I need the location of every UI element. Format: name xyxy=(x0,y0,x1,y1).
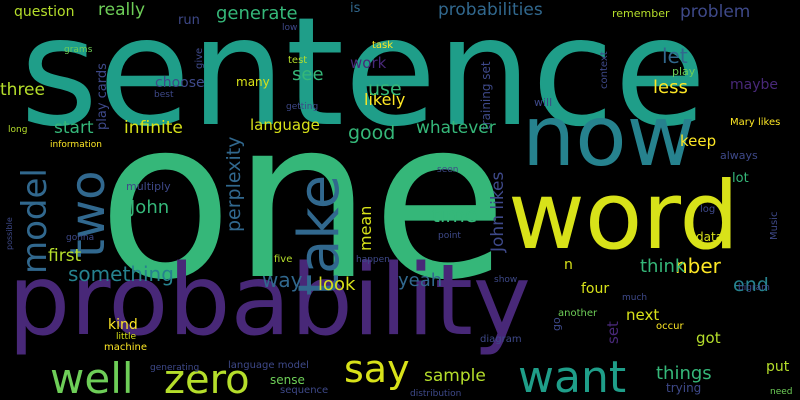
cloud-word: one xyxy=(98,72,508,328)
cloud-word: always xyxy=(720,149,758,162)
cloud-word: five xyxy=(274,254,293,265)
cloud-word: n xyxy=(564,257,573,273)
cloud-word: work xyxy=(350,54,387,72)
cloud-word: multiply xyxy=(126,180,171,193)
cloud-word: start xyxy=(54,118,94,138)
cloud-word: nber xyxy=(675,254,721,278)
cloud-word: let xyxy=(662,44,688,68)
cloud-word: maybe xyxy=(730,77,779,93)
cloud-word: getting xyxy=(286,102,319,112)
cloud-word: something xyxy=(68,262,174,286)
cloud-word: yeah xyxy=(398,270,443,291)
cloud-word: see xyxy=(292,64,324,85)
cloud-word: question xyxy=(14,4,75,20)
cloud-word: will xyxy=(534,96,553,109)
cloud-word: log xyxy=(700,204,716,215)
cloud-word: John likes xyxy=(488,171,508,252)
cloud-word: lot xyxy=(732,171,749,186)
cloud-word: sequence xyxy=(280,385,329,396)
cloud-word: bigram xyxy=(738,283,770,293)
cloud-word: grams xyxy=(64,45,93,55)
cloud-word: good xyxy=(348,122,396,144)
cloud-word: trying xyxy=(666,381,702,395)
cloud-word: well xyxy=(50,354,134,400)
cloud-word: keep xyxy=(680,132,717,150)
cloud-word: kind xyxy=(108,317,138,333)
cloud-word: long xyxy=(8,125,28,135)
cloud-word: occur xyxy=(656,321,684,332)
cloud-word: model xyxy=(15,168,55,274)
cloud-word: time xyxy=(432,203,478,227)
cloud-word: generating xyxy=(150,363,200,373)
cloud-word: next xyxy=(626,306,660,324)
cloud-word: problem xyxy=(680,2,751,22)
cloud-word: machine xyxy=(104,342,147,353)
cloud-word: happen xyxy=(356,255,390,265)
cloud-word: run xyxy=(178,13,200,28)
cloud-word: diagram xyxy=(480,334,522,345)
cloud-word: now xyxy=(522,87,696,185)
cloud-word: test xyxy=(288,55,308,66)
cloud-word: much xyxy=(622,293,648,303)
cloud-word: distribution xyxy=(410,389,462,399)
cloud-word: many xyxy=(236,75,270,89)
cloud-word: information xyxy=(50,140,102,150)
cloud-word: way xyxy=(262,268,303,292)
cloud-word: four xyxy=(581,281,610,297)
cloud-word: possible xyxy=(5,217,14,251)
cloud-word: gonna xyxy=(66,233,95,243)
cloud-word: show xyxy=(494,275,518,285)
cloud-word: sentence xyxy=(20,0,707,160)
cloud-word: first xyxy=(48,246,82,266)
cloud-word: whatever xyxy=(416,118,496,138)
cloud-word: say xyxy=(344,347,410,391)
cloud-word: need xyxy=(770,387,793,397)
cloud-word: language xyxy=(250,116,320,134)
cloud-word: things xyxy=(656,363,712,384)
cloud-word: choose xyxy=(155,75,205,91)
cloud-word: really xyxy=(98,0,145,20)
cloud-word: end xyxy=(733,274,769,296)
cloud-word: little xyxy=(116,332,137,342)
cloud-word: infinite xyxy=(124,118,183,138)
cloud-word: mean xyxy=(356,206,375,252)
cloud-word: Music xyxy=(769,211,780,240)
cloud-word: play xyxy=(672,65,696,78)
cloud-word: give xyxy=(194,47,205,69)
cloud-word: generate xyxy=(216,3,298,24)
cloud-word: is xyxy=(350,1,361,16)
cloud-word: probability xyxy=(8,244,531,358)
cloud-word: language model xyxy=(228,360,309,371)
cloud-word: context xyxy=(599,51,610,89)
cloud-word: sample xyxy=(424,366,486,386)
cloud-word: less xyxy=(653,77,688,98)
cloud-word: task xyxy=(372,40,394,51)
cloud-word: perplexity xyxy=(223,136,245,232)
cloud-word: three xyxy=(0,80,45,100)
cloud-word: want xyxy=(518,352,627,400)
cloud-word: word xyxy=(508,162,740,271)
cloud-word: go xyxy=(550,317,563,332)
cloud-word: low xyxy=(282,23,298,33)
cloud-word: probabilities xyxy=(438,0,543,20)
cloud-word: likely xyxy=(364,90,406,109)
cloud-word: use xyxy=(368,78,402,100)
cloud-word: data xyxy=(696,230,724,244)
cloud-word: zero xyxy=(164,357,250,400)
cloud-word: play cards xyxy=(95,63,110,130)
cloud-word: Mary likes xyxy=(730,117,781,128)
cloud-word: think xyxy=(640,256,686,277)
cloud-word: John xyxy=(130,197,170,218)
cloud-word: look xyxy=(318,274,356,295)
cloud-word: seen xyxy=(437,165,459,175)
cloud-word: put xyxy=(766,359,790,375)
cloud-word: point xyxy=(438,231,461,241)
cloud-word: remember xyxy=(612,7,670,20)
cloud-word: best xyxy=(154,90,174,100)
cloud-word: got xyxy=(696,329,721,347)
cloud-word: another xyxy=(558,308,598,319)
cloud-word: set xyxy=(604,321,622,344)
cloud-word: sense xyxy=(270,373,305,387)
